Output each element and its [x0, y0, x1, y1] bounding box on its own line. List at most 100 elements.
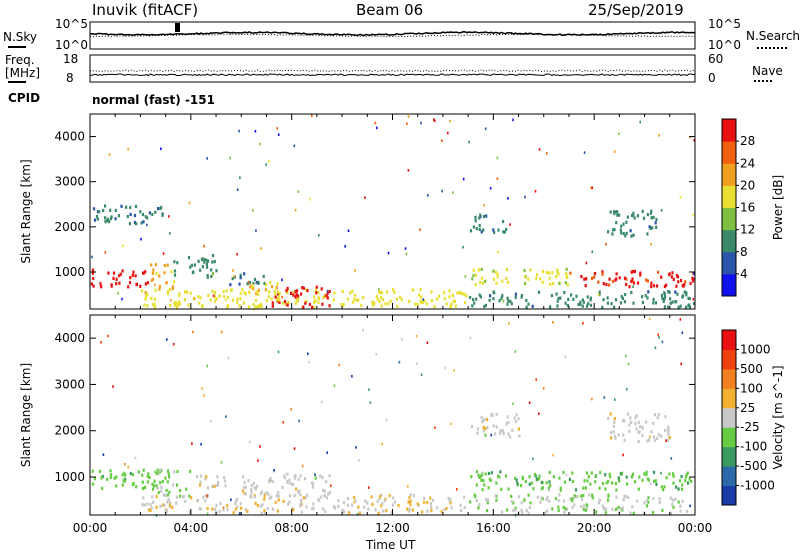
y-axis-label: Slant Range [km] — [19, 159, 33, 263]
data-speck — [333, 384, 336, 387]
data-cell — [118, 281, 121, 285]
data-speck — [206, 512, 209, 516]
nsky-panel-frame — [89, 21, 696, 50]
data-cell — [688, 305, 692, 309]
data-speck — [582, 322, 584, 325]
data-cell — [314, 289, 317, 293]
data-cell — [617, 505, 620, 509]
data-cell — [662, 299, 665, 303]
data-cell — [691, 276, 694, 280]
data-cell — [184, 499, 187, 503]
data-cell — [624, 234, 627, 238]
data-cell — [205, 265, 209, 269]
data-cell — [233, 275, 236, 279]
colorbar-segment — [722, 185, 736, 208]
data-cell — [342, 500, 346, 505]
data-cell — [615, 488, 618, 492]
data-speck — [661, 340, 664, 344]
data-cell — [151, 482, 154, 486]
data-cell — [502, 219, 505, 224]
data-cell — [517, 417, 520, 421]
data-cell — [147, 472, 150, 476]
data-cell — [590, 471, 593, 475]
data-speck — [259, 445, 261, 448]
data-cell — [616, 213, 619, 217]
data-cell — [238, 304, 241, 308]
data-cell — [226, 295, 229, 300]
data-cell — [639, 271, 642, 275]
data-cell — [573, 503, 576, 507]
data-cell — [478, 227, 481, 232]
data-cell — [259, 492, 262, 496]
data-cell — [606, 498, 610, 502]
data-speck — [236, 252, 238, 256]
data-speck — [693, 139, 695, 142]
data-cell — [211, 289, 214, 293]
data-cell — [587, 302, 590, 306]
data-cell — [244, 508, 247, 512]
data-cell — [536, 273, 539, 277]
data-cell — [166, 480, 169, 484]
data-cell — [483, 304, 486, 309]
data-cell — [223, 479, 227, 483]
data-cell — [277, 294, 280, 298]
data-cell — [341, 303, 344, 307]
data-cell — [517, 495, 521, 499]
data-cell — [254, 305, 257, 309]
data-speck — [282, 421, 285, 424]
data-cell — [109, 208, 112, 212]
data-cell — [96, 217, 99, 221]
data-cell — [141, 473, 144, 477]
data-cell — [269, 281, 272, 285]
data-cell — [173, 260, 176, 264]
data-cell — [668, 472, 671, 476]
data-cell — [276, 282, 279, 286]
data-cell — [246, 509, 249, 513]
data-cell — [613, 227, 616, 232]
data-cell — [274, 286, 278, 290]
data-cell — [548, 480, 551, 484]
data-cell — [607, 230, 610, 234]
data-cell — [498, 431, 502, 435]
data-cell — [160, 489, 163, 493]
data-cell — [604, 473, 607, 477]
data-cell — [601, 270, 604, 274]
data-cell — [311, 507, 314, 511]
data-cell — [520, 501, 523, 505]
data-cell — [458, 290, 461, 295]
data-cell — [239, 297, 242, 301]
data-cell — [179, 488, 182, 493]
data-cell — [509, 435, 512, 439]
data-cell — [636, 281, 640, 285]
data-cell — [517, 427, 520, 431]
data-cell — [115, 475, 118, 479]
data-cell — [215, 503, 218, 508]
data-cell — [236, 497, 239, 501]
data-cell — [211, 260, 214, 264]
data-cell — [231, 277, 234, 281]
data-cell — [409, 499, 412, 503]
data-speck — [406, 122, 408, 125]
data-cell — [549, 282, 552, 286]
data-cell — [214, 299, 217, 303]
data-cell — [617, 479, 620, 483]
data-cell — [607, 416, 610, 421]
data-speck — [469, 336, 472, 340]
data-cell — [514, 476, 517, 480]
method-label: (fitACF) — [141, 1, 199, 19]
data-cell — [479, 213, 482, 217]
data-cell — [294, 301, 297, 305]
data-speck — [538, 148, 541, 151]
colorbar-segment — [722, 368, 736, 389]
data-speck — [614, 150, 616, 153]
data-cell — [615, 221, 618, 225]
data-cell — [161, 213, 164, 217]
data-cell — [631, 472, 634, 476]
data-cell — [295, 292, 298, 296]
data-speck — [468, 140, 470, 144]
data-cell — [192, 270, 195, 274]
data-cell — [612, 424, 615, 428]
data-cell — [530, 481, 533, 485]
data-speck — [605, 243, 607, 246]
